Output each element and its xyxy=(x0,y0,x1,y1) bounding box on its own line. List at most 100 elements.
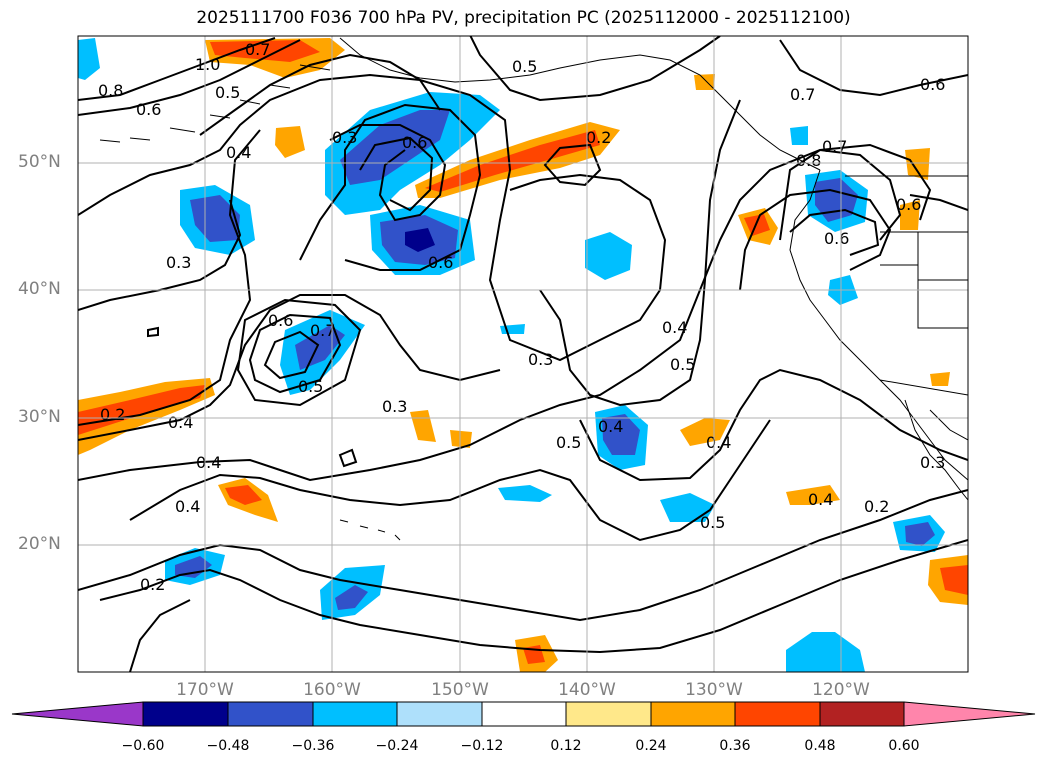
contour-label: 0.3 xyxy=(166,253,191,272)
pv-contour xyxy=(236,298,362,407)
pv-contour xyxy=(147,326,159,338)
colorbar-extend-high xyxy=(903,701,1036,727)
negative-anomaly-core xyxy=(190,195,240,242)
negative-anomaly-core xyxy=(905,522,935,546)
lat-lon-grid xyxy=(78,36,968,672)
colorbar-tick-label: −0.12 xyxy=(460,738,504,754)
positive-anomaly-region xyxy=(900,200,920,230)
lat-label: 30°N xyxy=(18,407,61,427)
positive-anomaly-core xyxy=(744,214,770,236)
contour-label: 0.5 xyxy=(700,513,725,532)
pv-contour xyxy=(129,599,191,672)
positive-anomaly-core xyxy=(78,385,205,435)
pv-contours xyxy=(78,36,968,672)
contour-label: 0.7 xyxy=(790,85,815,104)
pv-contour xyxy=(78,199,242,311)
contour-label: 0.7 xyxy=(310,321,335,340)
contour-label: 0.6 xyxy=(920,75,945,94)
aleutian-islands xyxy=(99,64,331,143)
positive-anomaly-region xyxy=(930,372,950,386)
lon-label: 140°W xyxy=(558,680,616,700)
contour-label: 0.3 xyxy=(920,453,945,472)
lat-label: 20°N xyxy=(18,534,61,554)
contour-label: 0.2 xyxy=(586,128,611,147)
pv-contour xyxy=(78,129,261,426)
map-frame xyxy=(77,35,969,673)
mexico-border xyxy=(879,379,968,396)
positive-anomaly-region xyxy=(905,148,930,180)
colorbar-bin xyxy=(396,701,483,727)
colorbar-bin xyxy=(227,701,314,727)
colorbar-tick-label: −0.60 xyxy=(121,738,165,754)
negative-anomaly-region xyxy=(500,324,525,334)
colorbar-tick-label: 0.36 xyxy=(719,738,751,754)
gulf-of-california-coast xyxy=(929,409,968,441)
contour-label: 0.3 xyxy=(528,350,553,369)
pv-contour xyxy=(779,39,968,97)
colorbar-tick-label: −0.36 xyxy=(291,738,335,754)
pv-contour xyxy=(469,36,721,102)
colorbar xyxy=(11,701,1036,727)
contour-label: 0.4 xyxy=(808,490,833,509)
precipitation-shading xyxy=(78,38,968,672)
lat-label: 40°N xyxy=(18,279,61,299)
colorbar-tick-label: 0.60 xyxy=(888,738,920,754)
positive-anomaly-core xyxy=(940,565,968,595)
contour-label: 0.4 xyxy=(175,497,200,516)
contour-label: 0.2 xyxy=(100,405,125,424)
negative-anomaly-core xyxy=(335,585,368,610)
contour-label: 0.4 xyxy=(706,433,731,452)
positive-anomaly-core xyxy=(425,130,600,192)
pv-contour xyxy=(78,489,968,622)
contour-label: 0.3 xyxy=(382,397,407,416)
pv-contour xyxy=(543,143,602,187)
colorbar-bin xyxy=(312,701,398,727)
positive-anomaly-region xyxy=(410,410,436,442)
pv-contour xyxy=(739,188,892,291)
negative-anomaly-core xyxy=(340,110,450,185)
contour-label: 0.8 xyxy=(98,81,123,100)
positive-anomaly-region xyxy=(680,418,730,446)
contour-label: 0.5 xyxy=(512,57,537,76)
colorbar-extend-low xyxy=(11,701,144,727)
negative-anomaly-region xyxy=(78,38,100,80)
pv-contour xyxy=(299,103,482,271)
lon-label: 120°W xyxy=(812,680,870,700)
negative-anomaly-region xyxy=(585,232,632,280)
positive-anomaly-region xyxy=(275,126,305,158)
negative-anomaly-core xyxy=(602,414,640,455)
contour-label: 0.5 xyxy=(670,355,695,374)
lon-label: 160°W xyxy=(303,680,361,700)
positive-anomaly-region xyxy=(694,74,715,90)
colorbar-bin xyxy=(734,701,821,727)
pv-contour xyxy=(539,99,741,407)
pv-contour xyxy=(78,37,276,101)
contour-label: 0.3 xyxy=(332,128,357,147)
pv-contour xyxy=(329,124,447,222)
positive-anomaly-core xyxy=(210,40,320,62)
contour-label: 0.2 xyxy=(864,497,889,516)
negative-anomaly-region xyxy=(790,126,808,145)
baja-california xyxy=(904,399,968,501)
contour-label: 0.4 xyxy=(598,417,623,436)
negative-anomaly-core xyxy=(175,556,212,578)
colorbar-tick-label: 0.48 xyxy=(804,738,836,754)
colorbar-bin xyxy=(819,701,905,727)
pv-contour xyxy=(579,368,968,482)
contour-label: 0.5 xyxy=(298,377,323,396)
contour-label: 0.4 xyxy=(168,413,193,432)
positive-anomaly-core xyxy=(225,485,262,505)
hawaiian-islands xyxy=(339,519,401,541)
pv-contour xyxy=(78,39,301,116)
state-borders xyxy=(880,231,968,329)
colorbar-tick-label: 0.12 xyxy=(550,738,582,754)
negative-anomaly-region xyxy=(786,632,865,672)
pv-contour xyxy=(338,448,358,468)
pv-contour xyxy=(909,194,968,211)
colorbar-tick-label: 0.24 xyxy=(635,738,667,754)
negative-anomaly-region xyxy=(498,485,552,502)
lon-label: 150°W xyxy=(431,680,489,700)
pv-contour xyxy=(789,208,880,256)
pv-contour xyxy=(359,136,434,212)
